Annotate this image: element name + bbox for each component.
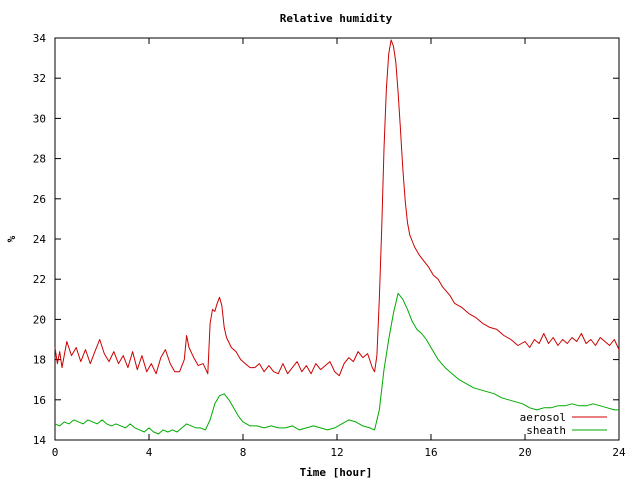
y-tick-label: 20 [33,313,46,326]
y-tick-label: 22 [33,273,46,286]
x-tick-label: 16 [424,446,437,459]
x-tick-label: 12 [330,446,343,459]
x-axis-label: Time [hour] [300,466,373,479]
y-axis-label: % [5,235,18,242]
series-line-sheath [54,292,619,435]
series-lines [54,39,620,435]
y-axis: 14 16 18 20 22 24 26 28 30 32 34 [33,32,619,447]
legend-label-sheath: sheath [526,424,566,437]
x-tick-label: 24 [612,446,626,459]
y-tick-label: 14 [33,434,47,447]
x-tick-label: 8 [240,446,247,459]
y-tick-label: 34 [33,32,47,45]
x-tick-label: 4 [146,446,153,459]
y-tick-label: 16 [33,394,46,407]
chart-title: Relative humidity [280,12,393,25]
y-tick-label: 28 [33,153,46,166]
y-tick-label: 30 [33,112,46,125]
y-tick-label: 18 [33,354,46,367]
y-tick-label: 32 [33,72,46,85]
x-axis: 0 4 8 12 16 20 24 [52,38,626,459]
legend-label-aerosol: aerosol [520,411,566,424]
plot-frame [54,37,620,441]
series-line-aerosol [54,39,620,377]
x-tick-label: 20 [518,446,531,459]
y-tick-label: 24 [33,233,47,246]
y-tick-label: 26 [33,193,46,206]
x-tick-label: 0 [52,446,59,459]
